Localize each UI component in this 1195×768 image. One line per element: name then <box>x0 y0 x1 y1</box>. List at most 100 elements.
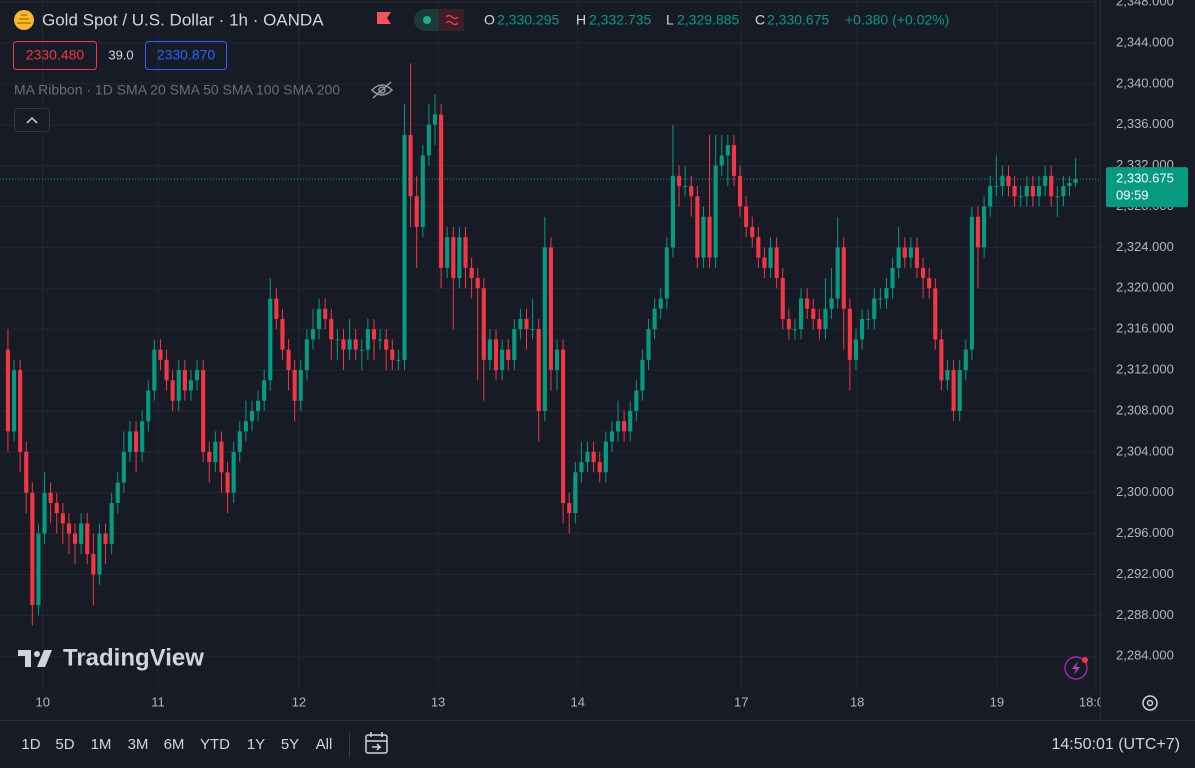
candle-body <box>805 298 810 309</box>
range-button[interactable]: All <box>316 736 333 753</box>
ohlc-value: 2,332.735 <box>589 12 651 28</box>
candle-body <box>146 390 151 422</box>
candle-body <box>335 339 340 341</box>
candle-body <box>518 318 523 330</box>
y-tick-label: 2,300.000 <box>1116 484 1174 499</box>
candle-body <box>536 329 541 411</box>
candle-body <box>371 329 377 340</box>
flag-icon[interactable] <box>377 12 391 24</box>
candle-body <box>1012 186 1017 197</box>
eye-strike <box>372 81 392 99</box>
candle-body <box>323 308 328 319</box>
candle-body <box>500 349 505 371</box>
candle-body <box>866 318 871 320</box>
candle-body <box>36 533 41 606</box>
range-button[interactable]: 1D <box>21 736 40 753</box>
candle-body <box>48 492 53 503</box>
ohlc-key: C <box>755 12 765 28</box>
candle-body <box>670 175 676 248</box>
candle-body <box>439 114 444 268</box>
sell-button[interactable] <box>13 41 97 70</box>
candle-body <box>701 216 706 258</box>
candle-body <box>567 502 572 514</box>
candle-body <box>396 359 401 361</box>
candle-body <box>982 206 987 248</box>
hide-indicator-icon[interactable] <box>370 81 394 99</box>
last-price-label: 2,330.675 <box>1116 171 1174 186</box>
candle-body <box>622 421 627 432</box>
alert-icon[interactable] <box>1064 656 1088 680</box>
candle-body <box>262 380 267 401</box>
candle-body <box>933 288 938 340</box>
price-axis: 2,284.000 2,288.000 2,292.000 2,296.000 2,30… <box>1106 0 1188 663</box>
candle-body <box>963 349 968 371</box>
candle-body <box>408 134 413 197</box>
ohlc-value: 2,330.295 <box>497 12 559 28</box>
candle-body <box>280 318 285 350</box>
candle-body <box>646 329 651 360</box>
x-tick-label: 17 <box>734 694 748 709</box>
candle-body <box>829 298 834 309</box>
candle-body <box>103 533 108 544</box>
range-button[interactable]: YTD <box>200 736 230 753</box>
range-button[interactable]: 5Y <box>281 736 299 753</box>
range-button[interactable]: 1M <box>91 736 112 753</box>
gear-outer <box>1142 695 1158 711</box>
candle-body <box>798 298 804 330</box>
range-button[interactable]: 5D <box>55 736 74 753</box>
ohlc-key: H <box>576 12 586 28</box>
candle-body <box>91 554 96 575</box>
range-button[interactable]: 1Y <box>247 736 265 753</box>
date-range-icon[interactable] <box>365 732 388 754</box>
ask-price[interactable]: 2330.870 <box>157 47 216 63</box>
market-open-dot <box>423 16 431 24</box>
wave-icon <box>445 14 459 26</box>
candle-body <box>225 472 230 493</box>
candle-body <box>164 359 169 381</box>
candle-body <box>414 196 419 227</box>
candle-body <box>329 318 334 340</box>
candle-body <box>756 237 761 258</box>
settings-icon[interactable] <box>1142 695 1158 711</box>
clock[interactable]: 14:50:01 (UTC+7) <box>1051 736 1180 753</box>
candle-body <box>524 318 529 330</box>
candle-body <box>774 247 779 279</box>
candle-body <box>402 134 407 360</box>
candle-body <box>506 349 511 360</box>
buy-button[interactable] <box>145 41 227 70</box>
candle-body <box>683 186 688 188</box>
candle-body <box>750 226 755 238</box>
y-tick-label: 2,292.000 <box>1116 566 1174 581</box>
y-tick-label: 2,348.000 <box>1116 0 1174 8</box>
y-tick-label: 2,324.000 <box>1116 239 1174 254</box>
candle-body <box>1024 186 1029 197</box>
candle-body <box>676 175 682 187</box>
bid-price[interactable]: 2330.480 <box>26 47 85 63</box>
candle-body <box>420 155 425 227</box>
candle-body <box>432 114 438 125</box>
candle-body <box>1030 186 1035 197</box>
candle-body <box>573 472 578 514</box>
symbol-icon-bars <box>17 14 31 24</box>
time-axis: 10 11 12 13 14 17 18 19 18:00 <box>35 694 1100 709</box>
y-tick-label: 2,288.000 <box>1116 607 1174 622</box>
ohlc-value: 2,330.675 <box>767 12 829 28</box>
candle-body <box>548 247 553 371</box>
candle-body <box>109 502 114 544</box>
candle-body <box>426 124 431 156</box>
y-tick-label: 2,320.000 <box>1116 280 1174 295</box>
candle-body <box>591 451 596 463</box>
ohlc-key: O <box>484 12 495 28</box>
candle-body <box>42 492 47 534</box>
candle-body <box>79 523 84 544</box>
candle-body <box>719 155 724 166</box>
y-tick-label: 2,336.000 <box>1116 116 1174 131</box>
indicator-legend[interactable]: MA Ribbon · 1D SMA 20 SMA 50 SMA 100 SMA… <box>14 82 340 98</box>
candle-body <box>121 451 126 483</box>
candle-body <box>634 390 639 411</box>
range-button[interactable]: 6M <box>164 736 185 753</box>
candle-body <box>292 370 297 401</box>
bar-countdown: 09:59 <box>1116 188 1149 203</box>
range-button[interactable]: 3M <box>128 736 149 753</box>
collapse-legend-button[interactable] <box>14 108 50 132</box>
